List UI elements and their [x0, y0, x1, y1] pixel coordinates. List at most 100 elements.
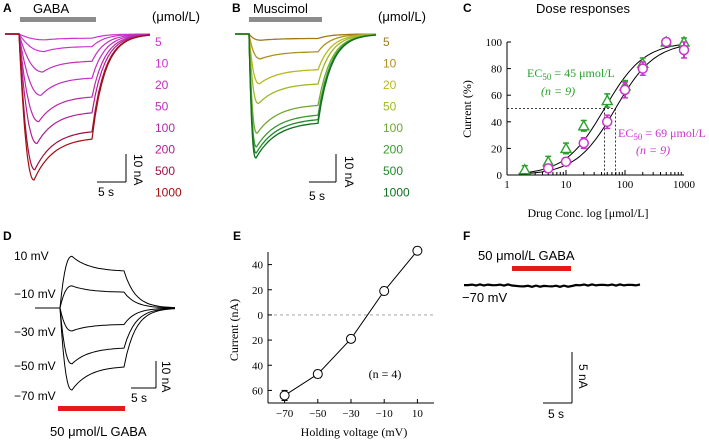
panel-e-point [379, 286, 390, 297]
panel-a-unit: (μmol/L) [152, 9, 200, 24]
panel-a: A GABA (μmol/L) 5 10 20 50 100 200 500 1000 5 s… [3, 1, 200, 200]
panel-c-title: Dose responses [536, 1, 630, 16]
panel-a-trace-200 [5, 33, 151, 145]
panel-a-trace-5 [5, 33, 151, 41]
panel-c-y-tick-label: 0 [497, 170, 503, 182]
panel-c-point-muscimol [601, 94, 614, 106]
panel-a-conc-label: 1000 [155, 186, 182, 200]
panel-e-x-tick-label: −50 [309, 408, 327, 420]
panel-c-x-axis-label: Drug Conc. log [μmol/L] [527, 206, 648, 220]
panel-b-scale-x-label: 5 s [309, 189, 325, 203]
panel-d-scale-x-label: 5 s [131, 391, 147, 405]
panel-c-n-annotation: (n = 9) [636, 143, 670, 157]
panel-d-trace [35, 285, 175, 309]
panel-d-gaba-bar [58, 406, 125, 411]
panel-c-y-axis-label: Current (%) [460, 80, 474, 138]
panel-b-traces [235, 33, 377, 159]
panel-d-trace [35, 255, 176, 309]
panel-b-conc-label: 100 [383, 121, 403, 135]
panel-b-muscimol-bar [249, 17, 322, 22]
panel-a-scale-y-label: 10 nA [131, 154, 145, 185]
panel-b-conc-label: 500 [383, 164, 403, 178]
panel-c-x-tick-label: 1000 [673, 179, 696, 191]
panel-a-trace-100 [5, 33, 151, 123]
panel-a-drug-label: GABA [33, 1, 69, 16]
panel-c-y-tick-label: 100 [486, 37, 503, 49]
panel-d-trace [35, 307, 176, 365]
panel-e-x-axis-label: Holding voltage (mV) [301, 425, 408, 439]
panel-e: E 40 20 0 20 40 60 −70 −50 −30 −10 10 (n = 4) Holdi… [227, 229, 434, 439]
panel-a-conc-label: 10 [155, 57, 169, 71]
panel-f-gaba-bar [512, 266, 571, 271]
panel-d-voltage-labels: 10 mV −10 mV −30 mV −50 mV −70 mV [14, 249, 56, 403]
panel-e-x-tick-label: 10 [412, 408, 424, 420]
panel-a-conc-label: 5 [155, 35, 162, 49]
panel-b-label: B [232, 1, 241, 15]
panel-d: D 10 mV −10 mV −30 mV −50 mV −70 mV 50 μmol/… [3, 229, 176, 439]
panel-d-scale-y-label: 10 nA [159, 361, 173, 392]
panel-e-y-tick-label: 40 [252, 360, 264, 372]
panel-d-traces [35, 255, 176, 391]
panel-b-drug-label: Muscimol [253, 1, 308, 16]
panel-c-ec50-annotation: EC50 = 45 μmol/L [527, 66, 615, 82]
panel-a-conc-label: 200 [155, 143, 175, 157]
panel-d-voltage-label: 10 mV [14, 249, 49, 263]
panel-c-point-gaba [578, 137, 590, 149]
panel-b-conc-label: 10 [383, 57, 397, 71]
panel-c-point-gaba [560, 156, 572, 167]
panel-f-gaba-label: 50 μmol/L GABA [478, 248, 575, 263]
panel-f-trace [464, 283, 641, 288]
panel-d-label: D [3, 229, 12, 243]
panel-c-x-tick-label: 10 [561, 179, 573, 191]
panel-e-y-tick-label: 60 [252, 385, 264, 397]
panel-c-point-gaba [660, 36, 672, 48]
panel-c-point-muscimol [577, 119, 590, 131]
panel-a-gaba-bar [20, 17, 96, 22]
panel-a-conc-label: 500 [155, 164, 175, 178]
panel-c-y-tick-label: 60 [491, 90, 503, 102]
panel-b-trace-50 [235, 33, 377, 105]
panel-e-point [279, 390, 290, 401]
panel-a-conc-label: 50 [155, 100, 169, 114]
panel-b-conc-label: 50 [383, 100, 397, 114]
panel-b-trace-200 [235, 33, 377, 148]
panel-e-point [346, 333, 356, 344]
panel-c-point-gaba [542, 163, 554, 174]
panel-a-conc-label: 100 [155, 121, 175, 135]
panel-b-trace-10 [235, 33, 377, 60]
panel-d-voltage-label: −70 mV [14, 389, 56, 403]
panel-f-holding-label: −70 mV [462, 290, 507, 305]
panel-a-label: A [3, 1, 12, 15]
panel-a-trace-20 [5, 33, 151, 73]
panel-e-label: E [233, 229, 241, 243]
panel-e-y-tick-label: 20 [252, 285, 264, 297]
panel-b-trace-20 [235, 33, 377, 85]
panel-e-n-annotation: (n = 4) [369, 367, 402, 381]
panel-c: C Dose responses 0 20 40 60 80 100 1 10 100 1000 E… [460, 1, 706, 220]
panel-e-point [312, 369, 323, 380]
panel-d-voltage-label: −10 mV [14, 287, 56, 301]
panel-e-y-axis-label: Current (nA) [227, 299, 241, 361]
panel-c-x-tick-label: 100 [617, 179, 634, 191]
panel-c-label: C [463, 1, 472, 15]
panel-a-concentration-labels: 5 10 20 50 100 200 500 1000 [155, 35, 182, 200]
panel-a-conc-label: 20 [155, 78, 169, 92]
panel-e-y-tick-label: 20 [252, 335, 264, 347]
panel-b-conc-label: 5 [383, 35, 390, 49]
panel-b-unit: (μmol/L) [378, 9, 426, 24]
panel-c-y-tick-label: 40 [491, 117, 503, 129]
panel-e-x-tick-label: −30 [342, 408, 360, 420]
panel-a-trace-10 [5, 33, 151, 53]
panel-e-y-tick-label: 40 [252, 260, 264, 272]
panel-c-point-gaba [601, 116, 613, 128]
panel-c-point-gaba [619, 84, 631, 96]
panel-c-point-muscimol [518, 163, 531, 175]
panel-b-scale-y-label: 10 nA [342, 156, 356, 187]
panel-a-scale-x-label: 5 s [98, 185, 114, 199]
panel-a-trace-1000 [5, 33, 151, 181]
panel-c-point-muscimol [559, 141, 573, 154]
panel-a-trace-50 [5, 33, 151, 96]
panel-b-trace-5 [235, 33, 377, 41]
panel-f-scale-x-label: 5 s [548, 407, 564, 421]
